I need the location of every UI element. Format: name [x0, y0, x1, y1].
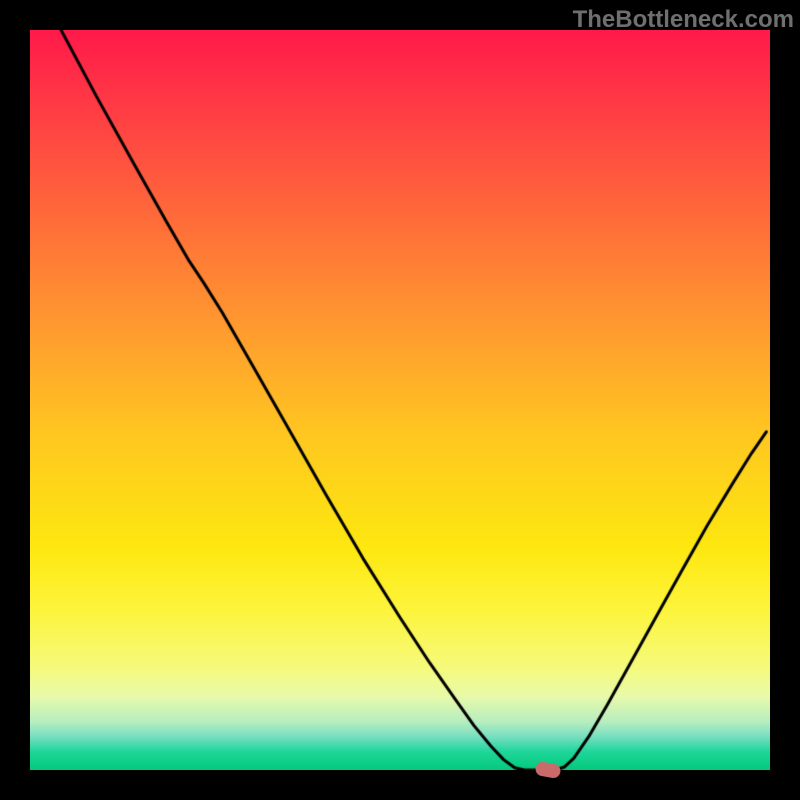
bottleneck-curve: [30, 30, 770, 770]
chart-stage: TheBottleneck.com: [0, 0, 800, 800]
